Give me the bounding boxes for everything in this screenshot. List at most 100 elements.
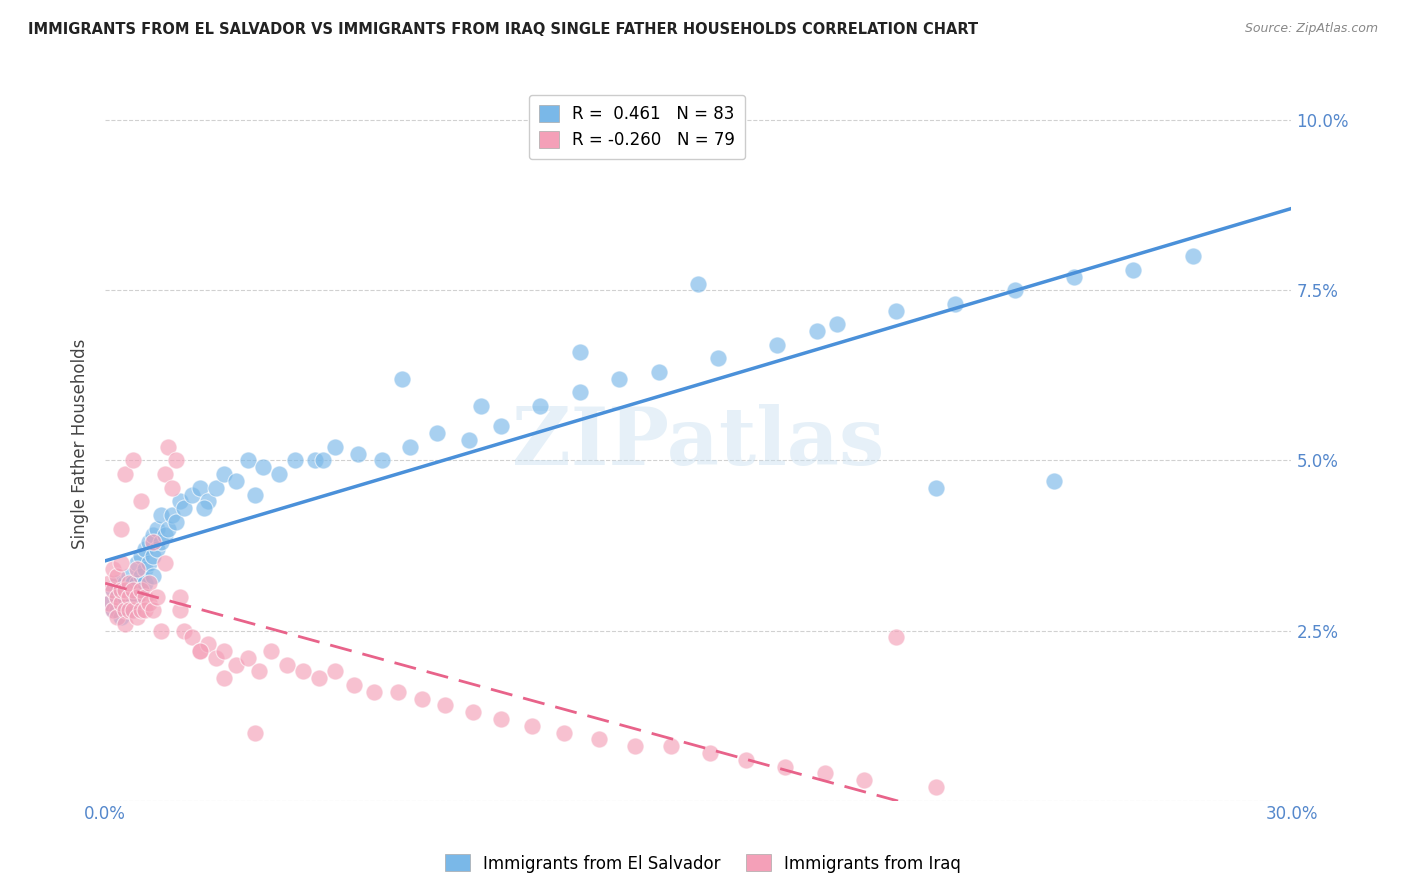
Point — [129, 549, 152, 563]
Point — [181, 631, 204, 645]
Point — [125, 562, 148, 576]
Point — [323, 665, 346, 679]
Point — [145, 522, 167, 536]
Point — [411, 691, 433, 706]
Point — [129, 494, 152, 508]
Point — [291, 665, 314, 679]
Point — [122, 453, 145, 467]
Point — [284, 453, 307, 467]
Point — [105, 569, 128, 583]
Point — [138, 535, 160, 549]
Point — [118, 582, 141, 597]
Point — [260, 644, 283, 658]
Text: Source: ZipAtlas.com: Source: ZipAtlas.com — [1244, 22, 1378, 36]
Point — [806, 324, 828, 338]
Point — [98, 596, 121, 610]
Point — [884, 631, 907, 645]
Point — [884, 303, 907, 318]
Point — [688, 277, 710, 291]
Point — [98, 596, 121, 610]
Point — [134, 590, 156, 604]
Point — [236, 453, 259, 467]
Point — [105, 590, 128, 604]
Point — [212, 467, 235, 482]
Text: ZIPatlas: ZIPatlas — [512, 404, 884, 483]
Point — [181, 487, 204, 501]
Point — [607, 372, 630, 386]
Point — [98, 576, 121, 591]
Point — [142, 603, 165, 617]
Point — [173, 501, 195, 516]
Point — [149, 508, 172, 522]
Point — [169, 603, 191, 617]
Point — [814, 766, 837, 780]
Point — [588, 732, 610, 747]
Point — [943, 297, 966, 311]
Point — [205, 650, 228, 665]
Point — [924, 780, 946, 794]
Point — [458, 433, 481, 447]
Point — [134, 541, 156, 556]
Point — [489, 712, 512, 726]
Point — [363, 685, 385, 699]
Point — [114, 603, 136, 617]
Point — [118, 569, 141, 583]
Point — [853, 773, 876, 788]
Point — [699, 746, 721, 760]
Point — [129, 603, 152, 617]
Point — [134, 603, 156, 617]
Point — [129, 582, 152, 597]
Point — [165, 515, 187, 529]
Point — [225, 474, 247, 488]
Point — [249, 665, 271, 679]
Point — [101, 582, 124, 597]
Point — [114, 582, 136, 597]
Point — [118, 596, 141, 610]
Point — [138, 556, 160, 570]
Point — [522, 719, 544, 733]
Point — [245, 725, 267, 739]
Point — [145, 590, 167, 604]
Point — [101, 603, 124, 617]
Point — [162, 481, 184, 495]
Point — [129, 569, 152, 583]
Point — [193, 501, 215, 516]
Point — [648, 365, 671, 379]
Point — [323, 440, 346, 454]
Legend: R =  0.461   N = 83, R = -0.260   N = 79: R = 0.461 N = 83, R = -0.260 N = 79 — [529, 95, 745, 160]
Point — [225, 657, 247, 672]
Point — [343, 678, 366, 692]
Point — [142, 569, 165, 583]
Point — [205, 481, 228, 495]
Point — [387, 685, 409, 699]
Point — [568, 344, 591, 359]
Point — [134, 576, 156, 591]
Point — [173, 624, 195, 638]
Point — [105, 590, 128, 604]
Point — [197, 494, 219, 508]
Point — [1063, 269, 1085, 284]
Point — [114, 590, 136, 604]
Point — [1122, 263, 1144, 277]
Point — [1181, 249, 1204, 263]
Point — [114, 603, 136, 617]
Point — [188, 644, 211, 658]
Point — [489, 419, 512, 434]
Point — [142, 535, 165, 549]
Point — [165, 453, 187, 467]
Point — [101, 582, 124, 597]
Point — [347, 447, 370, 461]
Point — [461, 705, 484, 719]
Point — [1043, 474, 1066, 488]
Point — [110, 556, 132, 570]
Point — [308, 671, 330, 685]
Point — [105, 576, 128, 591]
Point — [149, 624, 172, 638]
Point — [122, 582, 145, 597]
Point — [269, 467, 291, 482]
Point — [110, 610, 132, 624]
Point — [125, 576, 148, 591]
Point — [125, 610, 148, 624]
Point — [529, 399, 551, 413]
Point — [162, 508, 184, 522]
